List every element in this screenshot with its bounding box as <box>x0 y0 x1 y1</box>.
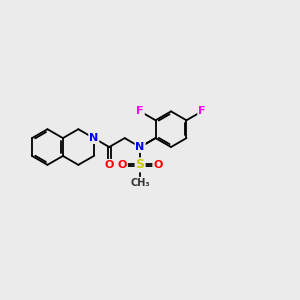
Text: O: O <box>118 160 127 170</box>
Text: CH₃: CH₃ <box>130 178 150 188</box>
Text: S: S <box>136 158 145 171</box>
Text: O: O <box>104 160 114 170</box>
Text: F: F <box>136 106 144 116</box>
Text: O: O <box>153 160 163 170</box>
Text: F: F <box>198 106 206 116</box>
Text: N: N <box>89 133 98 143</box>
Text: N: N <box>136 142 145 152</box>
